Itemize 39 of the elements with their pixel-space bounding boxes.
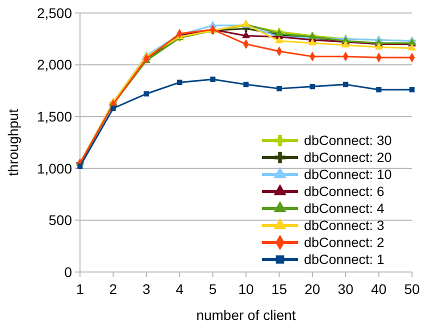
x-tick-label: 50 bbox=[404, 281, 420, 297]
point bbox=[409, 87, 415, 92]
point bbox=[376, 87, 382, 92]
y-tick-label: 1,000 bbox=[36, 160, 72, 176]
point bbox=[110, 106, 116, 111]
point bbox=[342, 40, 350, 48]
x-tick-label: 5 bbox=[208, 281, 217, 297]
x-tick-label: 3 bbox=[142, 281, 150, 297]
legend-label: dbConnect: 10 bbox=[304, 167, 392, 182]
point bbox=[276, 86, 282, 92]
point bbox=[144, 91, 150, 96]
legend-label: dbConnect: 1 bbox=[304, 252, 384, 268]
y-tick-label: 1,500 bbox=[36, 108, 72, 124]
y-axis-title: throughput bbox=[5, 108, 21, 176]
x-tick-label: 4 bbox=[176, 281, 184, 297]
legend-label: dbConnect: 4 bbox=[304, 201, 385, 216]
point bbox=[408, 44, 416, 51]
y-tick-label: 500 bbox=[48, 212, 72, 228]
point bbox=[77, 164, 83, 169]
legend-label: dbConnect: 30 bbox=[304, 133, 392, 148]
point bbox=[210, 76, 216, 82]
legend-label: dbConnect: 6 bbox=[304, 184, 384, 200]
x-tick-label: 2 bbox=[109, 281, 118, 297]
y-tick-label: 2,500 bbox=[36, 4, 72, 21]
legend-label: dbConnect: 3 bbox=[304, 218, 384, 234]
x-tick-label: 10 bbox=[238, 281, 254, 297]
x-tick-label: 20 bbox=[304, 281, 320, 297]
x-tick-label: 1 bbox=[76, 281, 84, 297]
legend-label: dbConnect: 2 bbox=[304, 235, 384, 250]
y-tick-label: 0 bbox=[64, 264, 72, 280]
y-tick-label: 2,000 bbox=[36, 56, 72, 73]
x-tick-label: 30 bbox=[338, 281, 354, 297]
point bbox=[275, 36, 284, 44]
x-tick-label: 15 bbox=[271, 281, 288, 297]
point bbox=[242, 31, 250, 38]
x-axis-title: number of client bbox=[196, 307, 296, 323]
legend-label: dbConnect: 20 bbox=[304, 150, 392, 166]
point bbox=[308, 38, 316, 46]
x-tick-label: 40 bbox=[371, 281, 387, 297]
